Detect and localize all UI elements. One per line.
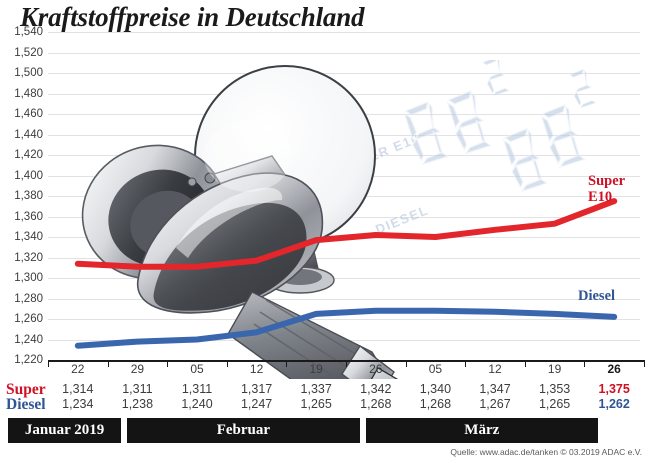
table-cell: 1,347 bbox=[479, 382, 511, 396]
gridline bbox=[48, 114, 640, 115]
gridline bbox=[48, 216, 640, 218]
x-axis-tick bbox=[286, 360, 288, 367]
table-cell: 1,240 bbox=[181, 397, 213, 411]
gridline bbox=[48, 155, 640, 156]
table-cell: 1,234 bbox=[62, 397, 94, 411]
table-row-label-diesel: Diesel bbox=[6, 396, 46, 413]
month-bar: Januar 2019 bbox=[8, 418, 122, 443]
x-axis-tick bbox=[524, 360, 526, 367]
y-axis-tick-label: 1,240 bbox=[14, 333, 43, 346]
table-cell: 1,311 bbox=[122, 382, 153, 396]
table-cell: 1,375 bbox=[598, 382, 630, 396]
y-axis-tick-label: 1,520 bbox=[14, 46, 43, 59]
gridline bbox=[48, 134, 640, 136]
x-axis-tick bbox=[465, 360, 467, 367]
x-axis-label: 12 bbox=[488, 362, 502, 376]
y-axis-tick-label: 1,480 bbox=[14, 87, 43, 100]
gridline bbox=[48, 32, 640, 33]
gridline bbox=[48, 73, 640, 74]
y-axis-tick-label: 1,340 bbox=[14, 231, 43, 243]
y-axis-tick-label: 1,320 bbox=[14, 251, 43, 264]
table-cell: 1,265 bbox=[300, 397, 332, 411]
series-label-diesel: Diesel bbox=[578, 288, 616, 304]
gridline bbox=[48, 93, 640, 95]
table-cell: 1,268 bbox=[419, 397, 452, 411]
gridline bbox=[48, 339, 640, 341]
table-cell: 1,247 bbox=[240, 397, 273, 411]
table-cell: 1,262 bbox=[598, 397, 630, 411]
gridline bbox=[48, 175, 640, 177]
table-cell: 1,314 bbox=[62, 382, 94, 396]
table-cell: 1,353 bbox=[538, 382, 571, 396]
table-cell: 1,340 bbox=[419, 382, 452, 396]
y-axis-tick-label: 1,380 bbox=[14, 190, 43, 202]
y-axis-tick-label: 1,440 bbox=[14, 128, 43, 141]
y-axis-tick-label: 1,460 bbox=[14, 108, 43, 120]
x-axis-tick bbox=[405, 360, 407, 367]
x-axis-label: 22 bbox=[71, 362, 85, 376]
gridline bbox=[48, 298, 640, 300]
gridline bbox=[48, 278, 640, 279]
x-axis-tick bbox=[644, 360, 645, 367]
x-axis-label: 12 bbox=[249, 362, 264, 376]
table-cell: 1,311 bbox=[181, 382, 213, 396]
table-cell: 1,337 bbox=[300, 382, 332, 396]
x-axis-tick bbox=[346, 360, 347, 367]
month-bar: März bbox=[365, 418, 598, 443]
y-axis-labels: 1,540 1,520 1,500 1,480 1,460 1,440 1,420 1,400… bbox=[0, 26, 46, 366]
x-axis-label: 26 bbox=[369, 362, 383, 376]
y-axis-tick-label: 1,300 bbox=[14, 272, 43, 284]
series-label-super: Super E10 bbox=[588, 173, 625, 205]
table-cell: 1,267 bbox=[479, 397, 511, 411]
x-axis-tick bbox=[226, 360, 228, 367]
y-axis-tick-label: 1,540 bbox=[14, 26, 43, 38]
y-axis-tick-label: 1,280 bbox=[14, 292, 43, 305]
x-axis-tick bbox=[584, 360, 586, 367]
gridlines bbox=[48, 32, 640, 361]
table-cell: 1,238 bbox=[121, 397, 154, 411]
x-axis-label: 19 bbox=[547, 362, 562, 376]
table-cell: 1,265 bbox=[538, 397, 571, 411]
x-axis-label: 29 bbox=[130, 362, 145, 376]
plot-area bbox=[48, 32, 640, 361]
y-axis-tick-label: 1,400 bbox=[14, 169, 43, 182]
y-axis-tick-label: 1,360 bbox=[14, 210, 43, 223]
source-note: Quelle: www.adac.de/tanken © 03.2019 ADA… bbox=[450, 447, 642, 457]
x-axis-label: 19 bbox=[309, 362, 323, 376]
page-title: Kraftstoffpreise in Deutschland bbox=[20, 2, 365, 32]
table-cell: 1,317 bbox=[240, 382, 273, 396]
x-axis-tick bbox=[48, 360, 49, 367]
y-axis-tick-label: 1,220 bbox=[14, 354, 43, 366]
table-cell: 1,342 bbox=[360, 382, 392, 396]
table-cell: 1,268 bbox=[360, 397, 392, 411]
x-axis-label: 05 bbox=[190, 362, 204, 376]
x-axis-tick bbox=[167, 360, 169, 367]
x-axis-tick bbox=[107, 360, 109, 367]
x-axis-label: 05 bbox=[428, 362, 443, 376]
table-row-label-super: Super bbox=[6, 381, 46, 398]
month-bar: Februar bbox=[127, 418, 360, 443]
gridline bbox=[48, 237, 640, 238]
series-label-super-line2: E10 bbox=[588, 189, 613, 205]
gridline bbox=[48, 52, 640, 54]
y-axis-tick-label: 1,420 bbox=[14, 149, 43, 161]
gridline bbox=[48, 319, 640, 320]
x-axis-label: 26 bbox=[607, 362, 621, 376]
gridline bbox=[48, 257, 640, 259]
y-axis-tick-label: 1,500 bbox=[14, 67, 43, 79]
series-label-super-line1: Super bbox=[588, 173, 626, 189]
gridline bbox=[48, 196, 640, 197]
y-axis-tick-label: 1,260 bbox=[14, 313, 43, 325]
